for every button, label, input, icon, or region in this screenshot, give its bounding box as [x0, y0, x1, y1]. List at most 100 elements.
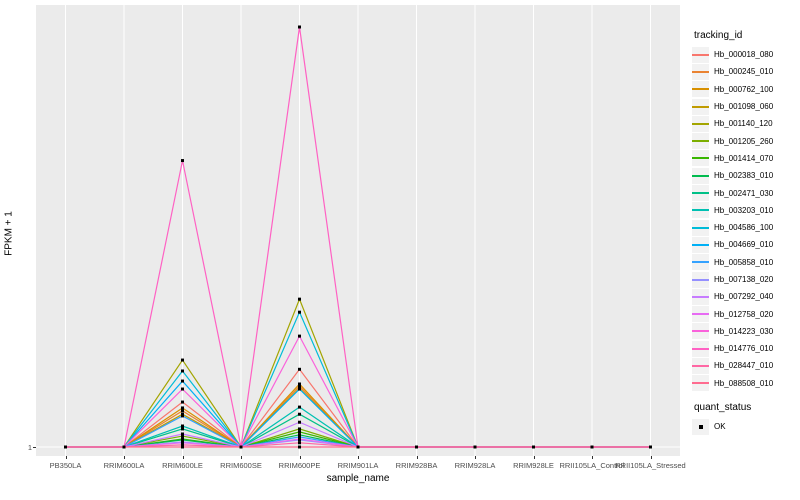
legend-item-label: Hb_001414_070 [714, 153, 774, 163]
data-point [415, 445, 418, 449]
x-axis-tick-mark [416, 456, 418, 459]
line-key-icon [692, 115, 709, 132]
legend-item-label: Hb_004586_100 [714, 223, 774, 233]
x-axis-tick-label: RRIM600PE [278, 461, 321, 470]
legend-item-Hb_005858_010: Hb_005858_010 [692, 254, 798, 271]
legend-item-Hb_007292_040: Hb_007292_040 [692, 288, 798, 305]
legend: tracking_id Hb_000018_080 Hb_000245_010 Hb… [692, 30, 798, 436]
line-key-icon [692, 133, 709, 150]
legend-item-Hb_014223_030: Hb_014223_030 [692, 323, 798, 340]
legend-item-label: Hb_001205_260 [714, 136, 774, 146]
ok-square-point-icon [692, 418, 709, 435]
x-axis-tick-mark [475, 456, 476, 459]
legend-item-Hb_028447_010: Hb_028447_010 [692, 357, 798, 374]
data-point [64, 445, 67, 449]
x-axis-tick-label: RRIM600LA [103, 461, 145, 470]
x-axis-tick-mark [650, 456, 652, 459]
data-point [298, 441, 301, 445]
tracking-id-legend-items: Hb_000018_080 Hb_000245_010 Hb_000762_100 H… [692, 46, 798, 392]
legend-item-Hb_001414_070: Hb_001414_070 [692, 150, 798, 167]
x-axis-tick-mark [182, 456, 184, 459]
data-point [181, 441, 184, 445]
line-key-icon [692, 306, 709, 323]
data-point [298, 435, 301, 439]
data-point [181, 424, 184, 428]
data-point [298, 382, 301, 386]
x-axis-tick-mark [592, 456, 593, 459]
legend-item-Hb_004586_100: Hb_004586_100 [692, 219, 798, 236]
x-axis-tick-mark [533, 456, 535, 459]
data-point [181, 387, 184, 391]
line-key-icon [692, 236, 709, 253]
line-key-icon [692, 288, 709, 305]
legend-item-Hb_000245_010: Hb_000245_010 [692, 63, 798, 80]
x-axis-tick-label: RRIM928BA [395, 461, 438, 470]
data-point [532, 445, 535, 449]
data-point [649, 445, 652, 449]
data-point [181, 432, 184, 436]
legend-item-label: Hb_000762_100 [714, 84, 774, 94]
legend-item-Hb_014776_010: Hb_014776_010 [692, 340, 798, 357]
x-axis-tick-label: RRIM901LA [337, 461, 379, 470]
x-axis-tick-label: RRIM600LE [162, 461, 203, 470]
data-point [181, 409, 184, 413]
data-point [181, 434, 184, 438]
legend-item-Hb_001140_120: Hb_001140_120 [692, 115, 798, 132]
y-axis-title: FPKM + 1 [3, 211, 15, 256]
legend-item-Hb_004669_010: Hb_004669_010 [692, 236, 798, 253]
data-point [298, 437, 301, 441]
line-key-icon [692, 271, 709, 288]
x-axis-tick-mark [65, 456, 67, 459]
line-key-icon [692, 357, 709, 374]
x-axis-tick-label: PB350LA [49, 461, 82, 470]
data-point [298, 25, 301, 29]
data-point [298, 310, 301, 314]
data-point [298, 430, 301, 434]
line-key-icon [692, 63, 709, 80]
line-key-icon [692, 340, 709, 357]
data-point [181, 400, 184, 404]
legend-title-tracking-id: tracking_id [694, 30, 743, 41]
y-axis-tick-mark [33, 447, 36, 448]
legend-item-label: Hb_001098_060 [714, 102, 774, 112]
data-point [298, 334, 301, 338]
legend-item-Hb_000762_100: Hb_000762_100 [692, 81, 798, 98]
data-point [181, 358, 184, 362]
line-key-icon [692, 150, 709, 167]
line-key-icon [692, 185, 709, 202]
data-point [181, 443, 184, 447]
data-point [298, 387, 301, 391]
data-point [298, 420, 301, 424]
legend-item-label: Hb_002471_030 [714, 188, 774, 198]
line-key-icon [692, 254, 709, 271]
legend-item-label: Hb_000018_080 [714, 50, 774, 60]
line-key-icon [692, 375, 709, 392]
data-point [181, 406, 184, 410]
line-key-icon [692, 202, 709, 219]
data-point [122, 445, 126, 449]
legend-item-label: Hb_004669_010 [714, 240, 774, 250]
legend-item-Hb_002471_030: Hb_002471_030 [692, 184, 798, 202]
legend-item-label: Hb_012758_020 [714, 309, 774, 319]
legend-item-label: Hb_000245_010 [714, 67, 774, 77]
data-point [298, 297, 301, 301]
legend-item-Hb_000018_080: Hb_000018_080 [692, 46, 798, 63]
data-point [239, 445, 243, 449]
x-axis-tick-label: RRIM928LE [513, 461, 554, 470]
data-point [181, 159, 184, 163]
data-point [298, 405, 301, 409]
data-point [298, 433, 301, 437]
x-axis-tick-mark [299, 456, 301, 459]
line-key-icon [692, 167, 709, 184]
legend-item-quant-ok: OK [692, 418, 798, 436]
legend-title-quant-status: quant_status [694, 401, 752, 413]
x-axis-tick-mark [241, 456, 242, 459]
data-point [181, 379, 184, 383]
x-axis-tick-label: RRIM928LA [454, 461, 496, 470]
data-point [298, 427, 301, 431]
data-point [298, 384, 301, 388]
x-axis-tick-mark [124, 456, 125, 459]
legend-item-label: Hb_007138_020 [714, 275, 774, 284]
line-key-icon [692, 46, 709, 63]
